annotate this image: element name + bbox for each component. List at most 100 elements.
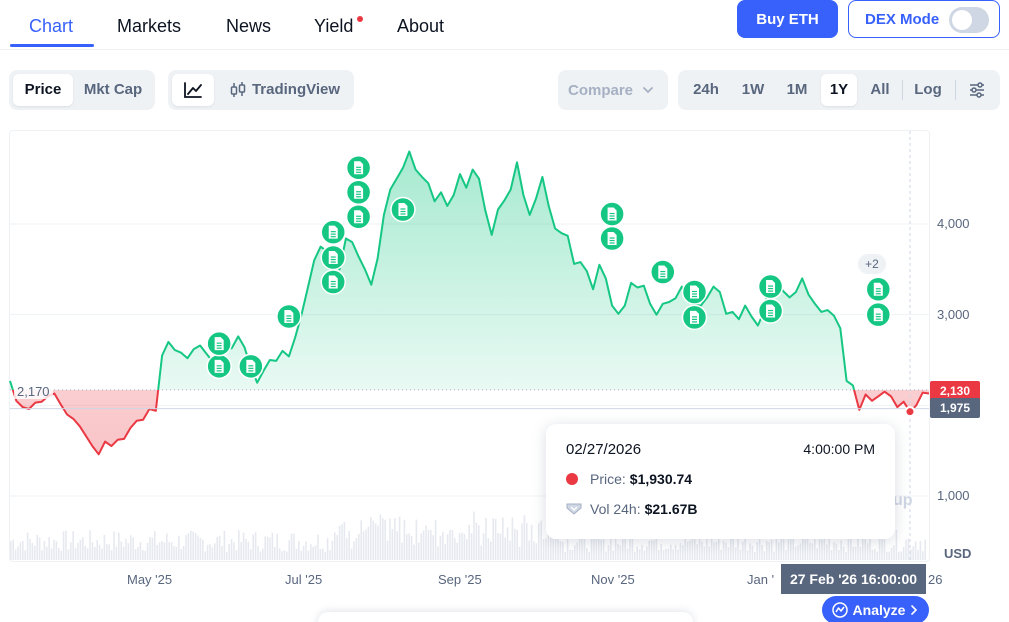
volume-bar xyxy=(629,537,631,560)
tradingview-button[interactable]: TradingView xyxy=(220,74,350,106)
volume-bar xyxy=(610,538,612,560)
news-marker-icon[interactable] xyxy=(320,244,346,271)
analyze-label: Analyze xyxy=(852,602,906,618)
price-tab[interactable]: Price xyxy=(13,74,73,106)
volume-bar xyxy=(266,536,269,560)
news-marker-icon[interactable] xyxy=(206,330,232,357)
tradingview-label: TradingView xyxy=(251,81,341,98)
volume-bar xyxy=(917,549,919,560)
volume-bar xyxy=(742,542,744,560)
volume-bar xyxy=(499,533,502,560)
analyze-icon xyxy=(831,602,848,618)
volume-bar xyxy=(910,549,912,560)
range-1y[interactable]: 1Y xyxy=(821,74,857,106)
buy-eth-button[interactable]: Buy ETH xyxy=(737,0,838,38)
volume-bar xyxy=(346,538,348,560)
volume-bar xyxy=(727,547,730,560)
sliders-icon xyxy=(970,82,984,98)
news-marker-icon[interactable] xyxy=(238,353,264,380)
range-1w[interactable]: 1W xyxy=(741,81,765,98)
volume-bar xyxy=(655,531,658,560)
line-chart-button[interactable] xyxy=(172,74,214,106)
volume-bar xyxy=(761,544,763,560)
y-tick-label: 3,000 xyxy=(937,307,970,322)
volume-bar xyxy=(10,541,12,560)
news-marker-icon[interactable] xyxy=(650,259,676,285)
volume-bar xyxy=(408,533,410,560)
x-tick-label-clipped: 26 xyxy=(928,572,943,587)
dex-mode-switch[interactable] xyxy=(949,7,989,33)
tab-chart[interactable]: Chart xyxy=(29,16,74,36)
volume-bar xyxy=(271,532,274,560)
volume-bar xyxy=(588,551,590,560)
volume-bar xyxy=(614,538,617,560)
news-marker-icon[interactable] xyxy=(390,196,416,223)
volume-bar xyxy=(586,548,588,560)
news-marker-icon[interactable] xyxy=(865,301,892,328)
news-marker-icon[interactable] xyxy=(599,225,625,252)
volume-bar xyxy=(646,546,648,560)
volume-bar xyxy=(403,519,406,560)
volume-bar xyxy=(751,545,754,560)
volume-bar xyxy=(410,535,413,560)
volume-bar xyxy=(802,532,804,560)
price-area-above-baseline xyxy=(10,151,929,390)
news-marker-icon[interactable] xyxy=(865,276,892,303)
range-all[interactable]: All xyxy=(870,81,890,98)
tab-markets[interactable]: Markets xyxy=(117,16,182,36)
tab-yield[interactable]: Yield xyxy=(314,16,354,36)
news-marker-icon[interactable] xyxy=(345,179,372,206)
tab-news[interactable]: News xyxy=(226,16,272,36)
volume-bar xyxy=(684,534,686,560)
analyze-button[interactable]: Analyze xyxy=(822,596,929,622)
market-cap-tab[interactable]: Mkt Cap xyxy=(83,81,143,98)
volume-bar xyxy=(70,542,72,560)
volume-bar xyxy=(583,532,586,560)
news-marker-icon[interactable] xyxy=(206,353,232,380)
volume-bar xyxy=(449,529,451,560)
volume-bar xyxy=(192,531,194,560)
range-1m[interactable]: 1M xyxy=(786,81,808,98)
volume-bar xyxy=(430,529,432,560)
tab-about[interactable]: About xyxy=(397,16,445,36)
compare-dropdown[interactable]: Compare xyxy=(558,70,668,110)
volume-bar xyxy=(686,541,689,560)
news-marker-icon[interactable] xyxy=(345,155,372,181)
news-marker-icon[interactable] xyxy=(757,298,784,324)
chart-settings-button[interactable] xyxy=(957,74,997,106)
volume-bar xyxy=(830,549,833,560)
volume-bar xyxy=(576,542,578,560)
volume-bar xyxy=(319,548,322,560)
volume-bar xyxy=(790,534,792,560)
news-marker-icon[interactable] xyxy=(599,201,625,227)
news-marker-icon[interactable] xyxy=(320,269,346,295)
volume-bar xyxy=(612,550,614,560)
volume-bar xyxy=(775,534,778,560)
news-marker-icon[interactable] xyxy=(681,304,708,331)
volume-bar xyxy=(862,536,864,560)
volume-bar xyxy=(209,544,211,560)
volume-bar xyxy=(350,548,353,560)
volume-bar xyxy=(331,540,334,560)
volume-bar xyxy=(804,536,806,560)
volume-bar xyxy=(120,541,122,560)
log-scale-toggle[interactable]: Log xyxy=(914,81,942,98)
volume-bar xyxy=(262,548,264,560)
news-marker-icon[interactable] xyxy=(320,219,346,245)
volume-bar xyxy=(746,550,749,560)
price-chart-frame[interactable] xyxy=(9,130,930,562)
dex-mode-toggle-button[interactable]: DEX Mode xyxy=(848,0,1000,38)
news-marker-icon[interactable] xyxy=(681,279,708,305)
news-marker-icon[interactable] xyxy=(276,303,302,330)
more-news-badge[interactable]: +2 xyxy=(858,254,886,274)
range-24h[interactable]: 24h xyxy=(693,81,719,98)
news-marker-icon[interactable] xyxy=(757,273,784,300)
volume-bar xyxy=(516,530,518,560)
volume-bar xyxy=(142,550,144,560)
volume-bar xyxy=(122,546,125,560)
volume-bar xyxy=(58,548,60,560)
volume-bar xyxy=(866,543,869,560)
news-marker-icon[interactable] xyxy=(345,203,372,230)
volume-bar xyxy=(228,544,230,560)
